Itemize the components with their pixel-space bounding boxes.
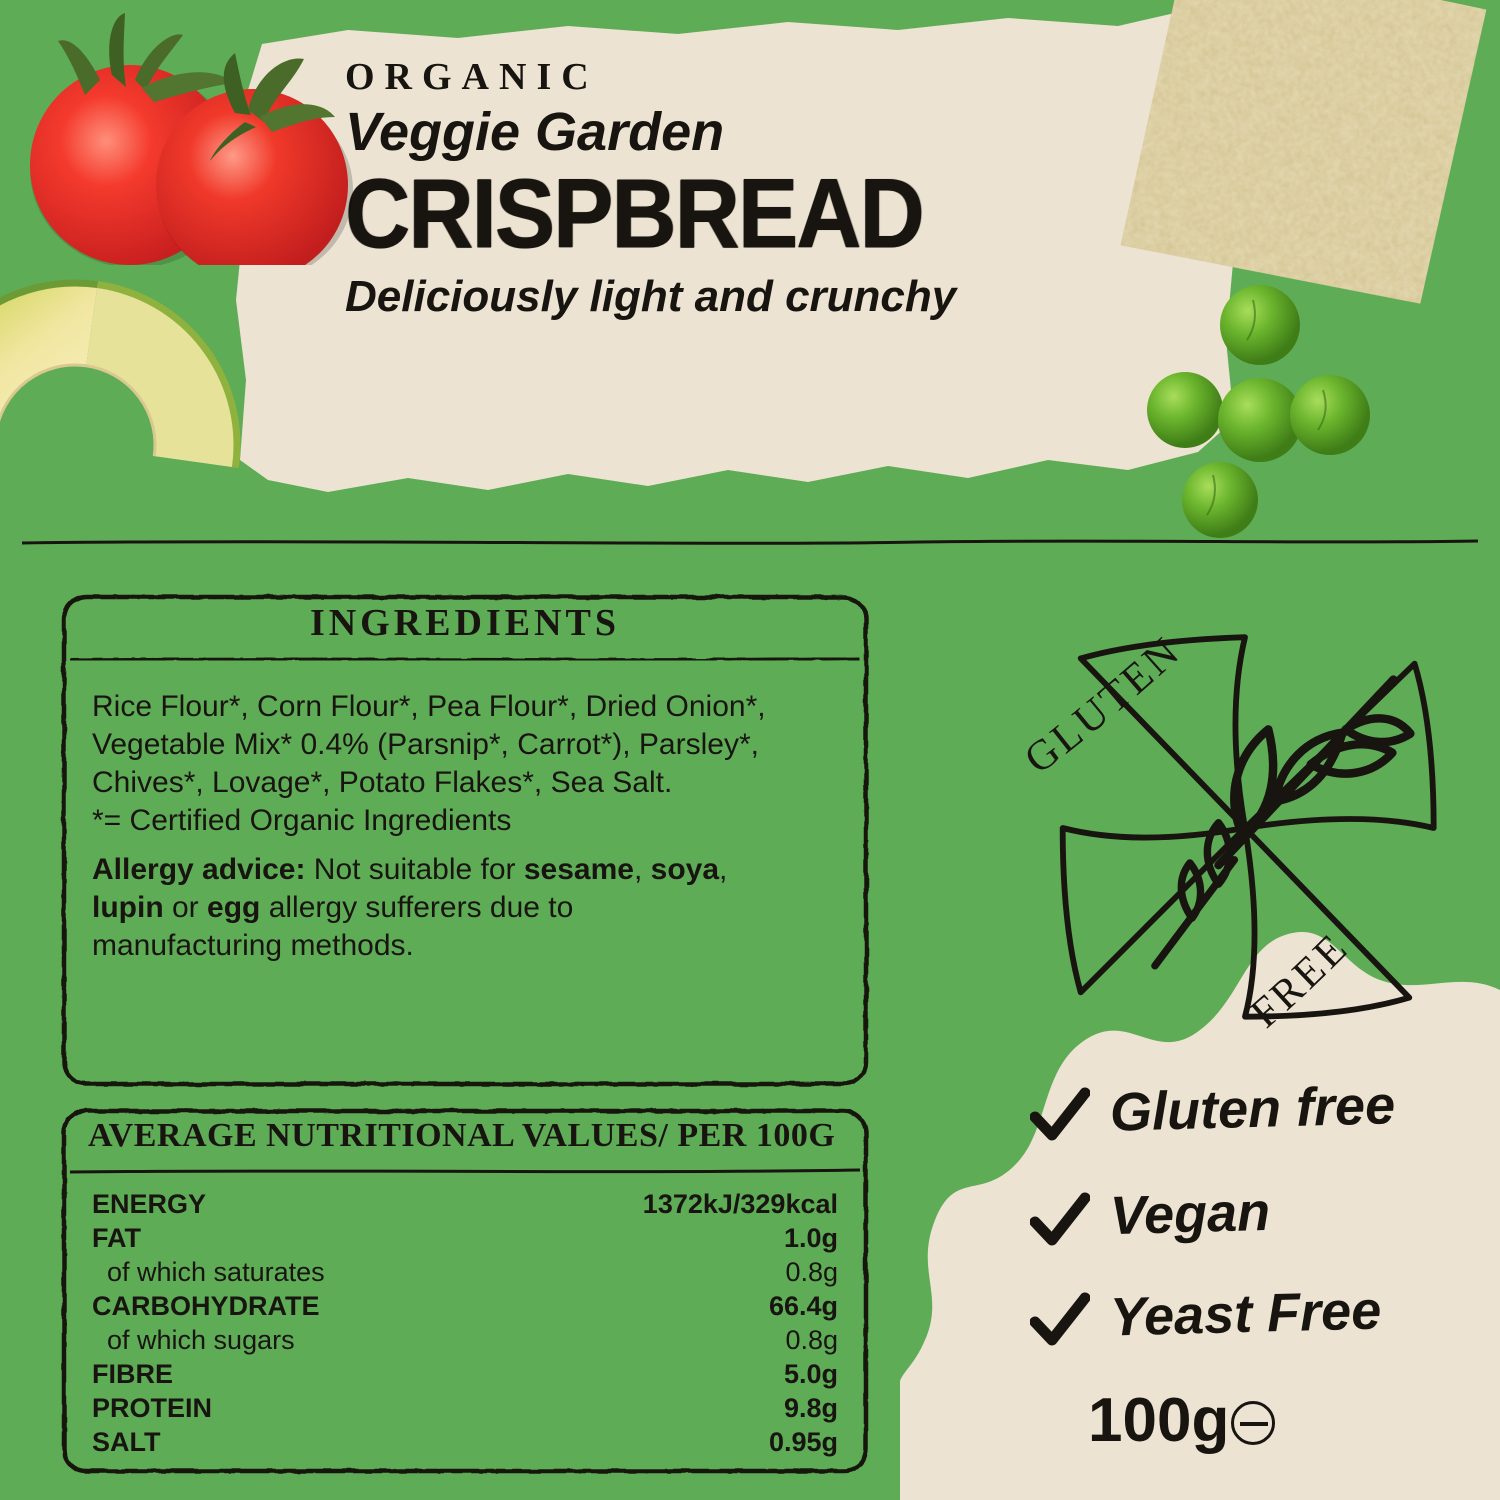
svg-text:FREE: FREE [1242,924,1359,1038]
